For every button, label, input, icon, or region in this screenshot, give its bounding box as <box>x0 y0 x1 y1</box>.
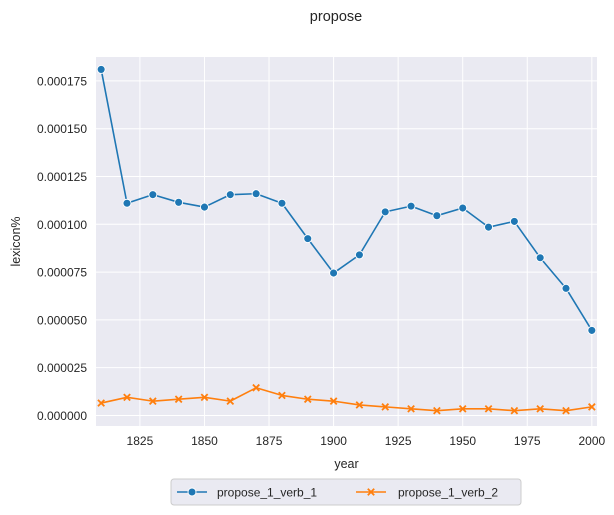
x-axis-label: year <box>334 457 358 471</box>
legend-entry: propose_1_verb_2 <box>356 486 498 500</box>
data-point <box>587 403 596 411</box>
y-tick-label: 0.000175 <box>37 74 87 88</box>
data-point <box>277 198 287 208</box>
y-tick-label: 0.000100 <box>37 218 87 232</box>
x-tick-label: 1975 <box>514 434 541 448</box>
x-tick-label: 1950 <box>449 434 476 448</box>
data-point <box>354 250 364 260</box>
data-point <box>562 406 570 415</box>
data-point <box>380 207 390 217</box>
x-tick-label: 1900 <box>320 434 347 448</box>
x-tick-label: 1875 <box>256 434 283 448</box>
y-tick-label: 0.000000 <box>37 409 87 423</box>
data-point <box>407 404 415 413</box>
x-tick-label: 1850 <box>191 434 218 448</box>
data-point <box>174 197 184 207</box>
data-point <box>484 222 493 232</box>
data-point <box>200 393 209 402</box>
plot-area <box>96 57 597 426</box>
series-propose_1_verb_1 <box>96 64 597 335</box>
data-point <box>329 268 339 278</box>
series-line <box>100 386 592 412</box>
data-point <box>406 201 416 211</box>
data-point <box>200 202 209 212</box>
data-point <box>226 397 235 405</box>
data-point <box>252 383 260 392</box>
data-point <box>381 403 390 411</box>
data-point <box>432 211 442 221</box>
data-point <box>510 406 519 415</box>
data-point <box>123 393 131 402</box>
data-point <box>148 397 157 405</box>
data-point <box>458 404 467 413</box>
data-point <box>278 391 286 400</box>
x-tick-label: 2000 <box>578 434 605 448</box>
data-point <box>458 203 468 213</box>
y-tick-label: 0.000050 <box>37 313 87 327</box>
data-point <box>251 189 261 199</box>
series-propose_1_verb_2 <box>97 383 596 415</box>
y-axis-label: lexicon% <box>9 216 23 266</box>
legend: propose_1_verb_1 propose_1_verb_2 <box>170 478 522 506</box>
data-point <box>587 325 597 335</box>
data-point <box>484 404 493 413</box>
y-tick-label: 0.000075 <box>37 266 87 280</box>
data-point <box>97 399 106 407</box>
chart-title: propose <box>310 9 362 25</box>
data-point <box>329 397 338 405</box>
legend-label: propose_1_verb_1 <box>217 486 317 500</box>
data-point <box>303 395 312 404</box>
data-point <box>433 406 441 415</box>
legend-box <box>170 478 522 506</box>
legend-entry: propose_1_verb_1 <box>177 486 317 500</box>
data-point <box>535 253 545 263</box>
data-point <box>174 395 183 404</box>
legend-marker <box>187 487 197 497</box>
data-point <box>96 64 106 74</box>
data-point <box>148 190 158 200</box>
y-tick-label: 0.000125 <box>37 170 87 184</box>
x-tick-label: 1925 <box>385 434 412 448</box>
data-point <box>355 401 364 409</box>
legend-marker <box>367 488 375 496</box>
data-point <box>303 234 313 244</box>
y-tick-label: 0.000150 <box>37 122 87 136</box>
series-layer <box>96 64 597 415</box>
legend-label: propose_1_verb_2 <box>398 486 498 500</box>
data-point <box>561 283 571 293</box>
data-point <box>122 198 132 208</box>
data-point <box>509 216 519 226</box>
x-tick-label: 1825 <box>127 434 154 448</box>
data-point <box>225 190 235 200</box>
tick-labels: 1825 1850 1875 1900 1925 1950 1975 2000 0.000000… <box>37 74 606 448</box>
data-point <box>536 404 545 413</box>
y-tick-label: 0.000025 <box>37 361 87 375</box>
